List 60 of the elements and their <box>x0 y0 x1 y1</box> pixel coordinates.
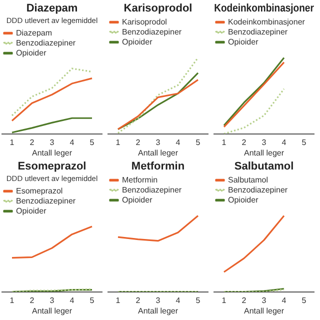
chart-title: Kodeinkombinasjoner <box>214 3 314 15</box>
x-tick-label: 2 <box>242 296 247 305</box>
legend-label: Benzodiazepiner <box>16 38 76 48</box>
legend-label: Salbutamol <box>228 175 268 184</box>
chart-title: Karisoprodol <box>124 2 192 15</box>
x-tick-label: 5 <box>302 296 307 305</box>
legend-label: Metformin <box>122 175 158 184</box>
x-tick-label: 4 <box>70 138 75 147</box>
x-axis-title: Antall leger <box>138 148 178 158</box>
x-tick-label: 2 <box>30 138 35 147</box>
x-tick-label: 2 <box>242 138 247 147</box>
legend-label: Benzodiazepiner <box>16 196 76 206</box>
x-tick-label: 3 <box>262 138 267 147</box>
legend-label: Benzodiazepiner <box>228 27 288 36</box>
x-tick-label: 2 <box>30 296 35 305</box>
x-tick-label: 3 <box>262 296 267 305</box>
x-tick-label: 3 <box>50 138 55 147</box>
legend-label: Opioider <box>228 37 259 46</box>
x-tick-label: 1 <box>116 138 121 147</box>
x-tick-label: 3 <box>156 296 161 305</box>
legend-label: Opioider <box>16 48 47 58</box>
x-tick-label: 3 <box>156 138 161 147</box>
x-tick-label: 5 <box>196 138 201 147</box>
legend-label: Opioider <box>122 37 153 46</box>
x-axis-title: Antall leger <box>138 306 178 316</box>
legend-label: Karisoprodol <box>122 17 168 26</box>
x-tick-label: 1 <box>116 296 121 305</box>
x-tick-label: 2 <box>136 138 141 147</box>
legend-label: Esomeprazol <box>16 186 63 196</box>
legend-label: Benzodiazepiner <box>228 185 288 194</box>
chart-title: Salbutamol <box>234 160 294 173</box>
x-tick-label: 5 <box>196 296 201 305</box>
legend-label: Diazepam <box>16 28 52 38</box>
x-tick-label: 4 <box>70 296 75 305</box>
x-tick-label: 1 <box>10 296 15 305</box>
legend-label: Opioider <box>122 195 153 204</box>
legend-label: Kodeinkombinasjoner <box>228 17 306 26</box>
x-axis-title: Antall leger <box>244 306 284 316</box>
legend-label: Opioider <box>228 195 259 204</box>
x-tick-label: 5 <box>90 296 95 305</box>
chart-title: Diazepam <box>26 2 78 15</box>
x-axis-title: Antall leger <box>32 148 72 158</box>
chart-title: Metformin <box>131 160 185 173</box>
x-tick-label: 3 <box>50 296 55 305</box>
x-tick-label: 4 <box>176 296 181 305</box>
x-axis-title: Antall leger <box>32 306 72 316</box>
x-tick-label: 4 <box>176 138 181 147</box>
x-tick-label: 2 <box>136 296 141 305</box>
x-tick-label: 5 <box>302 138 307 147</box>
legend-label: Benzodiazepiner <box>122 185 182 194</box>
legend-label: Benzodiazepiner <box>122 27 182 36</box>
x-tick-label: 1 <box>222 138 227 147</box>
x-axis-title: Antall leger <box>244 148 284 158</box>
x-tick-label: 1 <box>222 296 227 305</box>
x-tick-label: 1 <box>10 138 15 147</box>
x-tick-label: 5 <box>90 138 95 147</box>
x-tick-label: 4 <box>282 296 287 305</box>
legend-label: Opioider <box>16 206 47 216</box>
chart-title: Esomeprazol <box>18 160 86 173</box>
x-tick-label: 4 <box>282 138 287 147</box>
